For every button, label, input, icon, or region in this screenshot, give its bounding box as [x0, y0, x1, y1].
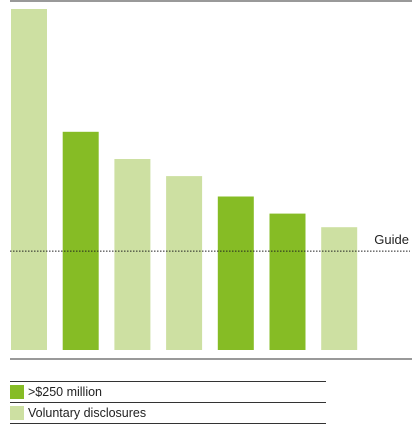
legend-swatch-voluntary [10, 406, 24, 420]
legend-item-large: >$250 million [10, 381, 326, 403]
bar-large-2 [62, 131, 99, 350]
guide-label: Guide [374, 232, 409, 247]
bar-large-6 [269, 213, 306, 350]
bar-voluntary-3 [114, 159, 151, 350]
legend-swatch-large [10, 385, 24, 399]
legend-item-voluntary: Voluntary disclosures [10, 402, 326, 424]
bar-voluntary-4 [166, 176, 203, 350]
bar-voluntary-1 [11, 9, 47, 350]
legend-label-large: >$250 million [28, 385, 103, 399]
legend: >$250 million Voluntary disclosures [10, 381, 326, 424]
bar-large-5 [217, 196, 254, 350]
bar-chart: Guide [10, 0, 412, 360]
bar-voluntary-7 [321, 227, 358, 350]
bars-group [11, 9, 358, 350]
legend-label-voluntary: Voluntary disclosures [28, 406, 147, 420]
